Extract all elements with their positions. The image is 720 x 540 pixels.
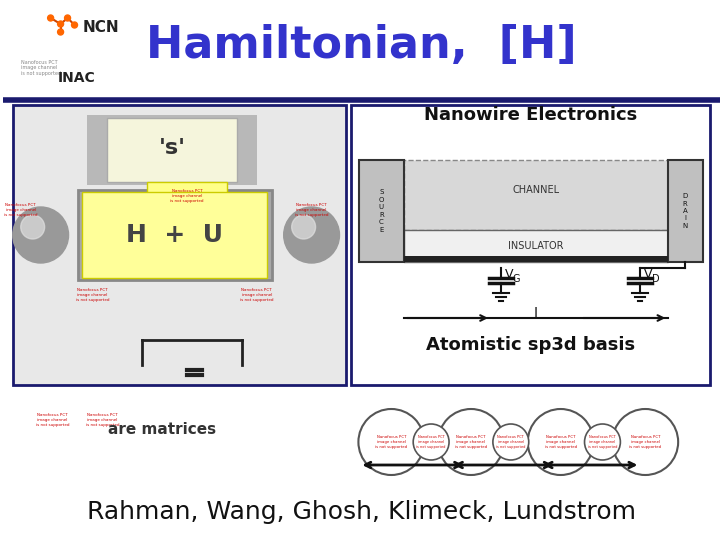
- Bar: [668, 160, 703, 262]
- Circle shape: [58, 21, 63, 27]
- Bar: [83, 192, 267, 278]
- Text: V: V: [505, 268, 513, 281]
- Bar: [359, 160, 404, 262]
- Text: Nanofocus PCT
image channel
is not supported: Nanofocus PCT image channel is not suppo…: [629, 435, 662, 449]
- Circle shape: [13, 207, 68, 263]
- Text: Nanofocus PCT
image channel
is not supported: Nanofocus PCT image channel is not suppo…: [544, 435, 577, 449]
- Text: D
R
A
I
N: D R A I N: [683, 193, 688, 229]
- Bar: [107, 118, 237, 182]
- Text: NCN: NCN: [83, 21, 119, 36]
- Circle shape: [48, 15, 53, 21]
- Text: CHANNEL: CHANNEL: [512, 185, 559, 195]
- Text: Nanofocus PCT
image channel
is not supported: Nanofocus PCT image channel is not suppo…: [76, 288, 109, 302]
- Text: Nanofocus PCT
image channel
is not supported: Nanofocus PCT image channel is not suppo…: [496, 435, 526, 449]
- Bar: [147, 182, 227, 210]
- Bar: [404, 230, 668, 262]
- Bar: [87, 115, 257, 185]
- Bar: [351, 105, 710, 385]
- Text: V: V: [644, 268, 653, 281]
- Circle shape: [71, 22, 78, 28]
- Bar: [404, 256, 668, 262]
- Circle shape: [528, 409, 593, 475]
- Text: Nanofocus PCT
image channel
is not supported: Nanofocus PCT image channel is not suppo…: [455, 435, 487, 449]
- Text: G: G: [513, 274, 521, 284]
- Text: INSULATOR: INSULATOR: [508, 241, 564, 251]
- Circle shape: [413, 424, 449, 460]
- Circle shape: [493, 424, 528, 460]
- Circle shape: [438, 409, 504, 475]
- Text: Nanofocus PCT
image channel
is not supported: Nanofocus PCT image channel is not suppo…: [295, 204, 328, 217]
- Text: Nanofocus PCT
image channel
is not supported: Nanofocus PCT image channel is not suppo…: [588, 435, 617, 449]
- Text: Nanofocus PCT
image channel
is not supported: Nanofocus PCT image channel is not suppo…: [4, 204, 37, 217]
- Text: I: I: [534, 306, 538, 320]
- Text: are matrices: are matrices: [108, 422, 216, 437]
- Circle shape: [585, 424, 621, 460]
- Text: Rahman, Wang, Ghosh, Klimeck, Lundstrom: Rahman, Wang, Ghosh, Klimeck, Lundstrom: [87, 500, 636, 524]
- Text: H  +  U: H + U: [125, 223, 222, 247]
- Text: Nanofocus PCT
image channel
is not supported: Nanofocus PCT image channel is not suppo…: [171, 190, 204, 202]
- Bar: [78, 190, 271, 280]
- Text: D: D: [652, 274, 660, 284]
- Text: Nanofocus PCT
image channel
is not supported: Nanofocus PCT image channel is not suppo…: [86, 414, 120, 427]
- Circle shape: [58, 29, 63, 35]
- Circle shape: [292, 215, 315, 239]
- Text: Nanowire Electronics: Nanowire Electronics: [424, 106, 637, 124]
- Text: S
O
U
R
C
E: S O U R C E: [379, 189, 384, 233]
- Text: Nanofocus PCT
image channel
is not supported: Nanofocus PCT image channel is not suppo…: [416, 435, 446, 449]
- Circle shape: [359, 409, 424, 475]
- Text: INAC: INAC: [58, 71, 95, 85]
- Bar: [404, 160, 668, 230]
- Circle shape: [284, 207, 340, 263]
- Text: Atomistic sp3d basis: Atomistic sp3d basis: [426, 336, 635, 354]
- Text: Hamiltonian,  [H]: Hamiltonian, [H]: [146, 24, 577, 66]
- Text: Nanofocus PCT
image channel
is not supported: Nanofocus PCT image channel is not suppo…: [36, 414, 69, 427]
- Bar: [13, 105, 346, 385]
- Text: 's': 's': [158, 138, 186, 158]
- Circle shape: [21, 215, 45, 239]
- Text: Nanofocus PCT
image channel
is not supported: Nanofocus PCT image channel is not suppo…: [375, 435, 408, 449]
- Circle shape: [65, 15, 71, 21]
- Circle shape: [613, 409, 678, 475]
- Text: Nanofocus PCT
image channel
is not supported: Nanofocus PCT image channel is not suppo…: [240, 288, 274, 302]
- Text: Nanofocus PCT
image channel
is not supported: Nanofocus PCT image channel is not suppo…: [21, 60, 61, 76]
